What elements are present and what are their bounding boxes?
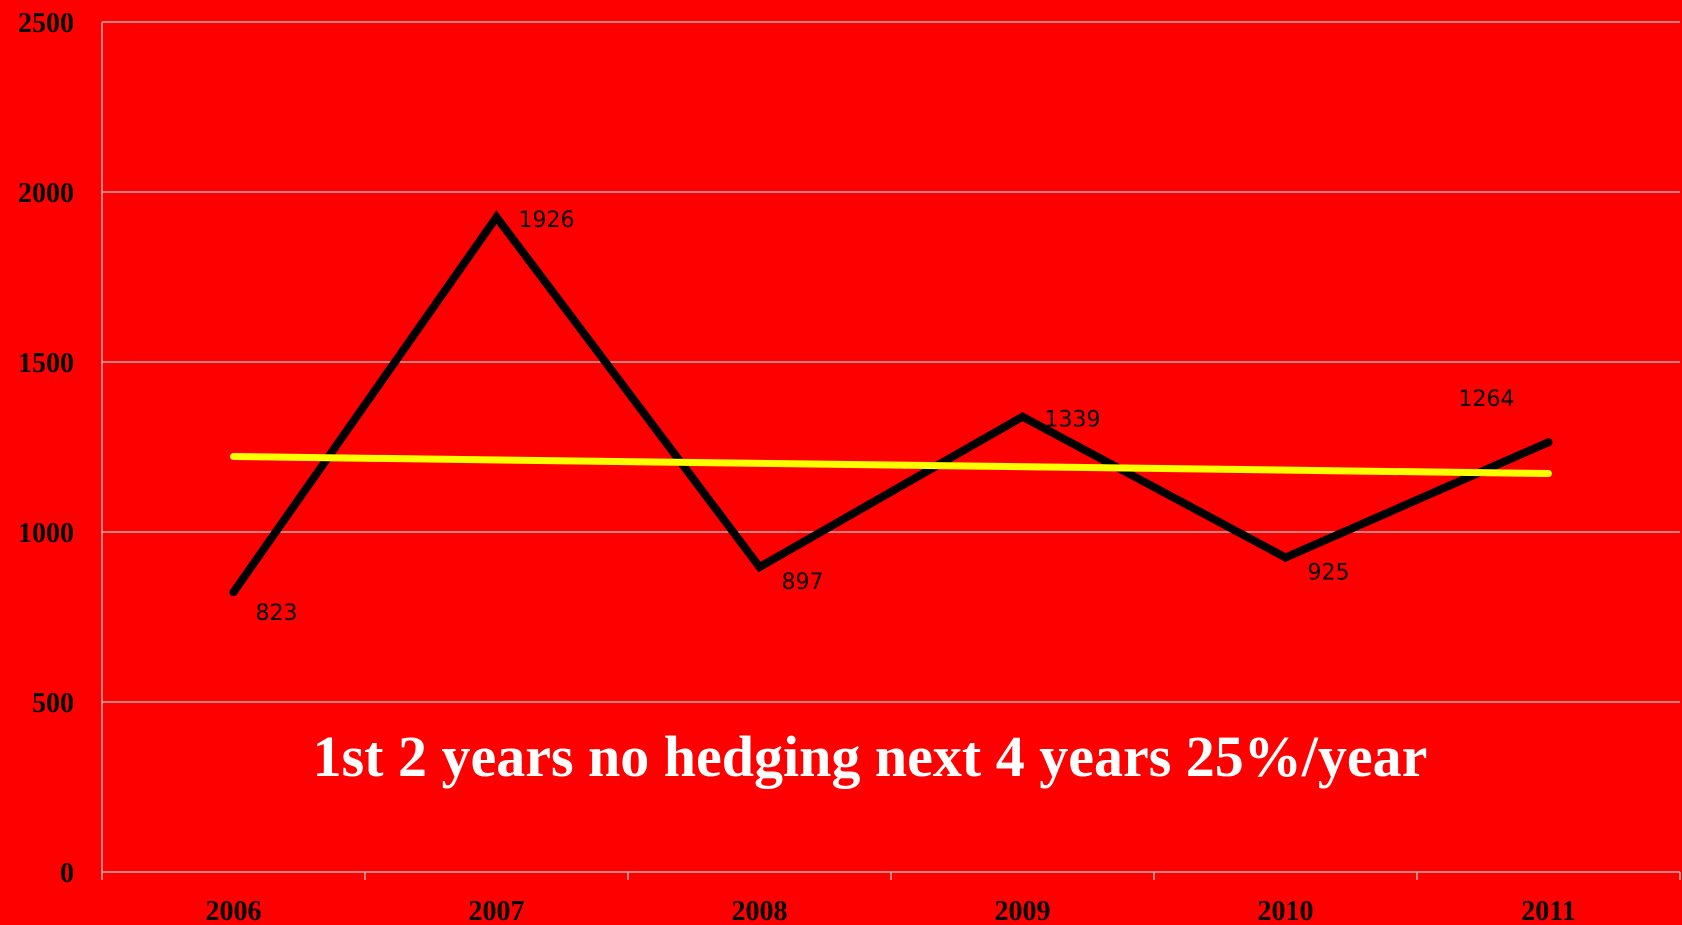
- data-label-2008: 897: [782, 570, 824, 595]
- data-point-2007: [492, 213, 501, 222]
- x-tick-label: 2010: [1258, 896, 1314, 925]
- y-axis-tick-labels: 0 500 1000 1500 2000 2500: [18, 8, 74, 889]
- series-line: [229, 210, 1553, 597]
- data-label-2010: 925: [1308, 561, 1350, 586]
- data-label-2006: 823: [256, 601, 298, 626]
- x-tick-label: 2006: [206, 896, 262, 925]
- y-tick-label: 1000: [18, 518, 74, 549]
- x-tick-label: 2007: [469, 896, 525, 925]
- series-layer: [229, 210, 1553, 597]
- x-tick-label: 2011: [1521, 896, 1575, 925]
- x-tick-label: 2009: [995, 896, 1051, 925]
- y-tick-label: 0: [60, 858, 74, 889]
- data-point-2009: [1018, 412, 1027, 421]
- y-tick-label: 500: [32, 688, 74, 719]
- trend-line: [230, 453, 1552, 478]
- chart-annotation: 1st 2 years no hedging next 4 years 25%/…: [313, 724, 1428, 789]
- data-label-2011: 1264: [1459, 387, 1515, 412]
- y-tick-label: 2000: [18, 178, 74, 209]
- data-label-2009: 1339: [1045, 408, 1101, 433]
- data-label-2007: 1926: [519, 208, 575, 233]
- data-point-2011: [1544, 438, 1553, 447]
- x-axis-tick-labels: 2006 2007 2008 2009 2010 2011: [206, 896, 1576, 925]
- y-tick-label: 1500: [18, 348, 74, 379]
- gridlines: [102, 21, 1680, 703]
- data-point-2006: [229, 588, 238, 597]
- data-labels: 823 1926 897 1339 925 1264: [256, 208, 1515, 626]
- axes: [101, 22, 1681, 880]
- y-tick-label: 2500: [18, 8, 74, 39]
- data-point-2008: [755, 563, 764, 572]
- x-tick-label: 2008: [732, 896, 788, 925]
- data-point-2010: [1281, 553, 1290, 562]
